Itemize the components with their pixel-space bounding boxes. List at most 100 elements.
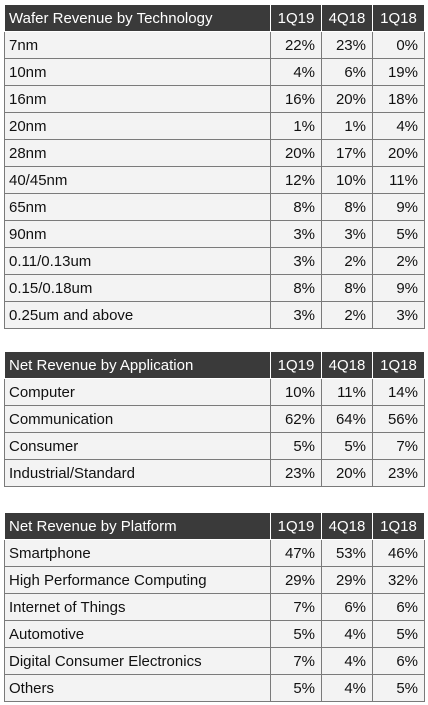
- table-row: 10nm 4% 6% 19%: [4, 58, 425, 86]
- table-header-row: Wafer Revenue by Technology 1Q19 4Q18 1Q18: [4, 4, 425, 32]
- row-label: Digital Consumer Electronics: [4, 647, 271, 675]
- table-row: High Performance Computing 29% 29% 32%: [4, 566, 425, 594]
- table-row: 7nm 22% 23% 0%: [4, 31, 425, 59]
- table-row: Automotive 5% 4% 5%: [4, 620, 425, 648]
- table-row: 28nm 20% 17% 20%: [4, 139, 425, 167]
- table-row: Consumer 5% 5% 7%: [4, 432, 425, 460]
- row-value: 2%: [372, 247, 425, 275]
- table-row: 65nm 8% 8% 9%: [4, 193, 425, 221]
- row-value: 2%: [321, 247, 373, 275]
- table-row: 0.11/0.13um 3% 2% 2%: [4, 247, 425, 275]
- row-label: 16nm: [4, 85, 271, 113]
- row-label: 0.11/0.13um: [4, 247, 271, 275]
- row-value: 10%: [321, 166, 373, 194]
- row-value: 5%: [270, 432, 322, 460]
- row-value: 1%: [270, 112, 322, 140]
- row-label: 0.25um and above: [4, 301, 271, 329]
- row-value: 10%: [270, 378, 322, 406]
- row-value: 23%: [270, 459, 322, 487]
- row-value: 4%: [321, 620, 373, 648]
- row-label: 40/45nm: [4, 166, 271, 194]
- row-value: 7%: [270, 647, 322, 675]
- row-value: 6%: [372, 647, 425, 675]
- column-header: 1Q18: [372, 4, 425, 32]
- row-value: 3%: [321, 220, 373, 248]
- row-value: 8%: [321, 193, 373, 221]
- table-row: Smartphone 47% 53% 46%: [4, 539, 425, 567]
- row-value: 9%: [372, 274, 425, 302]
- column-header: 1Q19: [270, 4, 322, 32]
- row-label: 10nm: [4, 58, 271, 86]
- row-label: Communication: [4, 405, 271, 433]
- table-row: Communication 62% 64% 56%: [4, 405, 425, 433]
- row-value: 5%: [270, 620, 322, 648]
- row-value: 7%: [270, 593, 322, 621]
- row-value: 3%: [372, 301, 425, 329]
- application-table: Net Revenue by Application 1Q19 4Q18 1Q18 C…: [4, 351, 425, 487]
- row-label: Consumer: [4, 432, 271, 460]
- row-value: 9%: [372, 193, 425, 221]
- row-value: 14%: [372, 378, 425, 406]
- table-title: Wafer Revenue by Technology: [4, 4, 271, 32]
- row-value: 32%: [372, 566, 425, 594]
- table-title: Net Revenue by Platform: [4, 512, 271, 540]
- row-value: 3%: [270, 301, 322, 329]
- row-value: 6%: [372, 593, 425, 621]
- row-value: 20%: [372, 139, 425, 167]
- row-value: 0%: [372, 31, 425, 59]
- column-header: 4Q18: [321, 351, 373, 379]
- column-header: 1Q19: [270, 351, 322, 379]
- row-value: 7%: [372, 432, 425, 460]
- row-label: Industrial/Standard: [4, 459, 271, 487]
- row-value: 17%: [321, 139, 373, 167]
- row-value: 20%: [321, 85, 373, 113]
- row-value: 3%: [270, 220, 322, 248]
- row-value: 47%: [270, 539, 322, 567]
- row-value: 8%: [321, 274, 373, 302]
- table-row: Others 5% 4% 5%: [4, 674, 425, 702]
- row-label: Computer: [4, 378, 271, 406]
- row-value: 64%: [321, 405, 373, 433]
- row-label: 0.15/0.18um: [4, 274, 271, 302]
- column-header: 1Q19: [270, 512, 322, 540]
- row-value: 5%: [372, 220, 425, 248]
- platform-table: Net Revenue by Platform 1Q19 4Q18 1Q18 Smar…: [4, 512, 425, 702]
- row-value: 56%: [372, 405, 425, 433]
- column-header: 1Q18: [372, 351, 425, 379]
- row-value: 62%: [270, 405, 322, 433]
- row-label: 65nm: [4, 193, 271, 221]
- row-value: 23%: [372, 459, 425, 487]
- table-row: 0.25um and above 3% 2% 3%: [4, 301, 425, 329]
- table-row: 90nm 3% 3% 5%: [4, 220, 425, 248]
- table-row: 20nm 1% 1% 4%: [4, 112, 425, 140]
- row-value: 29%: [321, 566, 373, 594]
- row-label: Smartphone: [4, 539, 271, 567]
- row-label: 20nm: [4, 112, 271, 140]
- table-row: Digital Consumer Electronics 7% 4% 6%: [4, 647, 425, 675]
- table-row: Industrial/Standard 23% 20% 23%: [4, 459, 425, 487]
- row-label: High Performance Computing: [4, 566, 271, 594]
- table-row: 0.15/0.18um 8% 8% 9%: [4, 274, 425, 302]
- row-value: 20%: [270, 139, 322, 167]
- row-value: 53%: [321, 539, 373, 567]
- row-value: 22%: [270, 31, 322, 59]
- row-value: 5%: [372, 620, 425, 648]
- row-value: 4%: [321, 647, 373, 675]
- row-value: 5%: [270, 674, 322, 702]
- table-row: Internet of Things 7% 6% 6%: [4, 593, 425, 621]
- row-label: Others: [4, 674, 271, 702]
- row-value: 11%: [321, 378, 373, 406]
- table-row: 16nm 16% 20% 18%: [4, 85, 425, 113]
- column-header: 4Q18: [321, 4, 373, 32]
- row-label: Internet of Things: [4, 593, 271, 621]
- technology-table: Wafer Revenue by Technology 1Q19 4Q18 1Q18 …: [4, 4, 425, 329]
- row-label: 28nm: [4, 139, 271, 167]
- column-header: 4Q18: [321, 512, 373, 540]
- row-value: 6%: [321, 58, 373, 86]
- row-value: 8%: [270, 274, 322, 302]
- table-header-row: Net Revenue by Application 1Q19 4Q18 1Q18: [4, 351, 425, 379]
- row-label: Automotive: [4, 620, 271, 648]
- row-value: 1%: [321, 112, 373, 140]
- row-value: 8%: [270, 193, 322, 221]
- row-value: 5%: [321, 432, 373, 460]
